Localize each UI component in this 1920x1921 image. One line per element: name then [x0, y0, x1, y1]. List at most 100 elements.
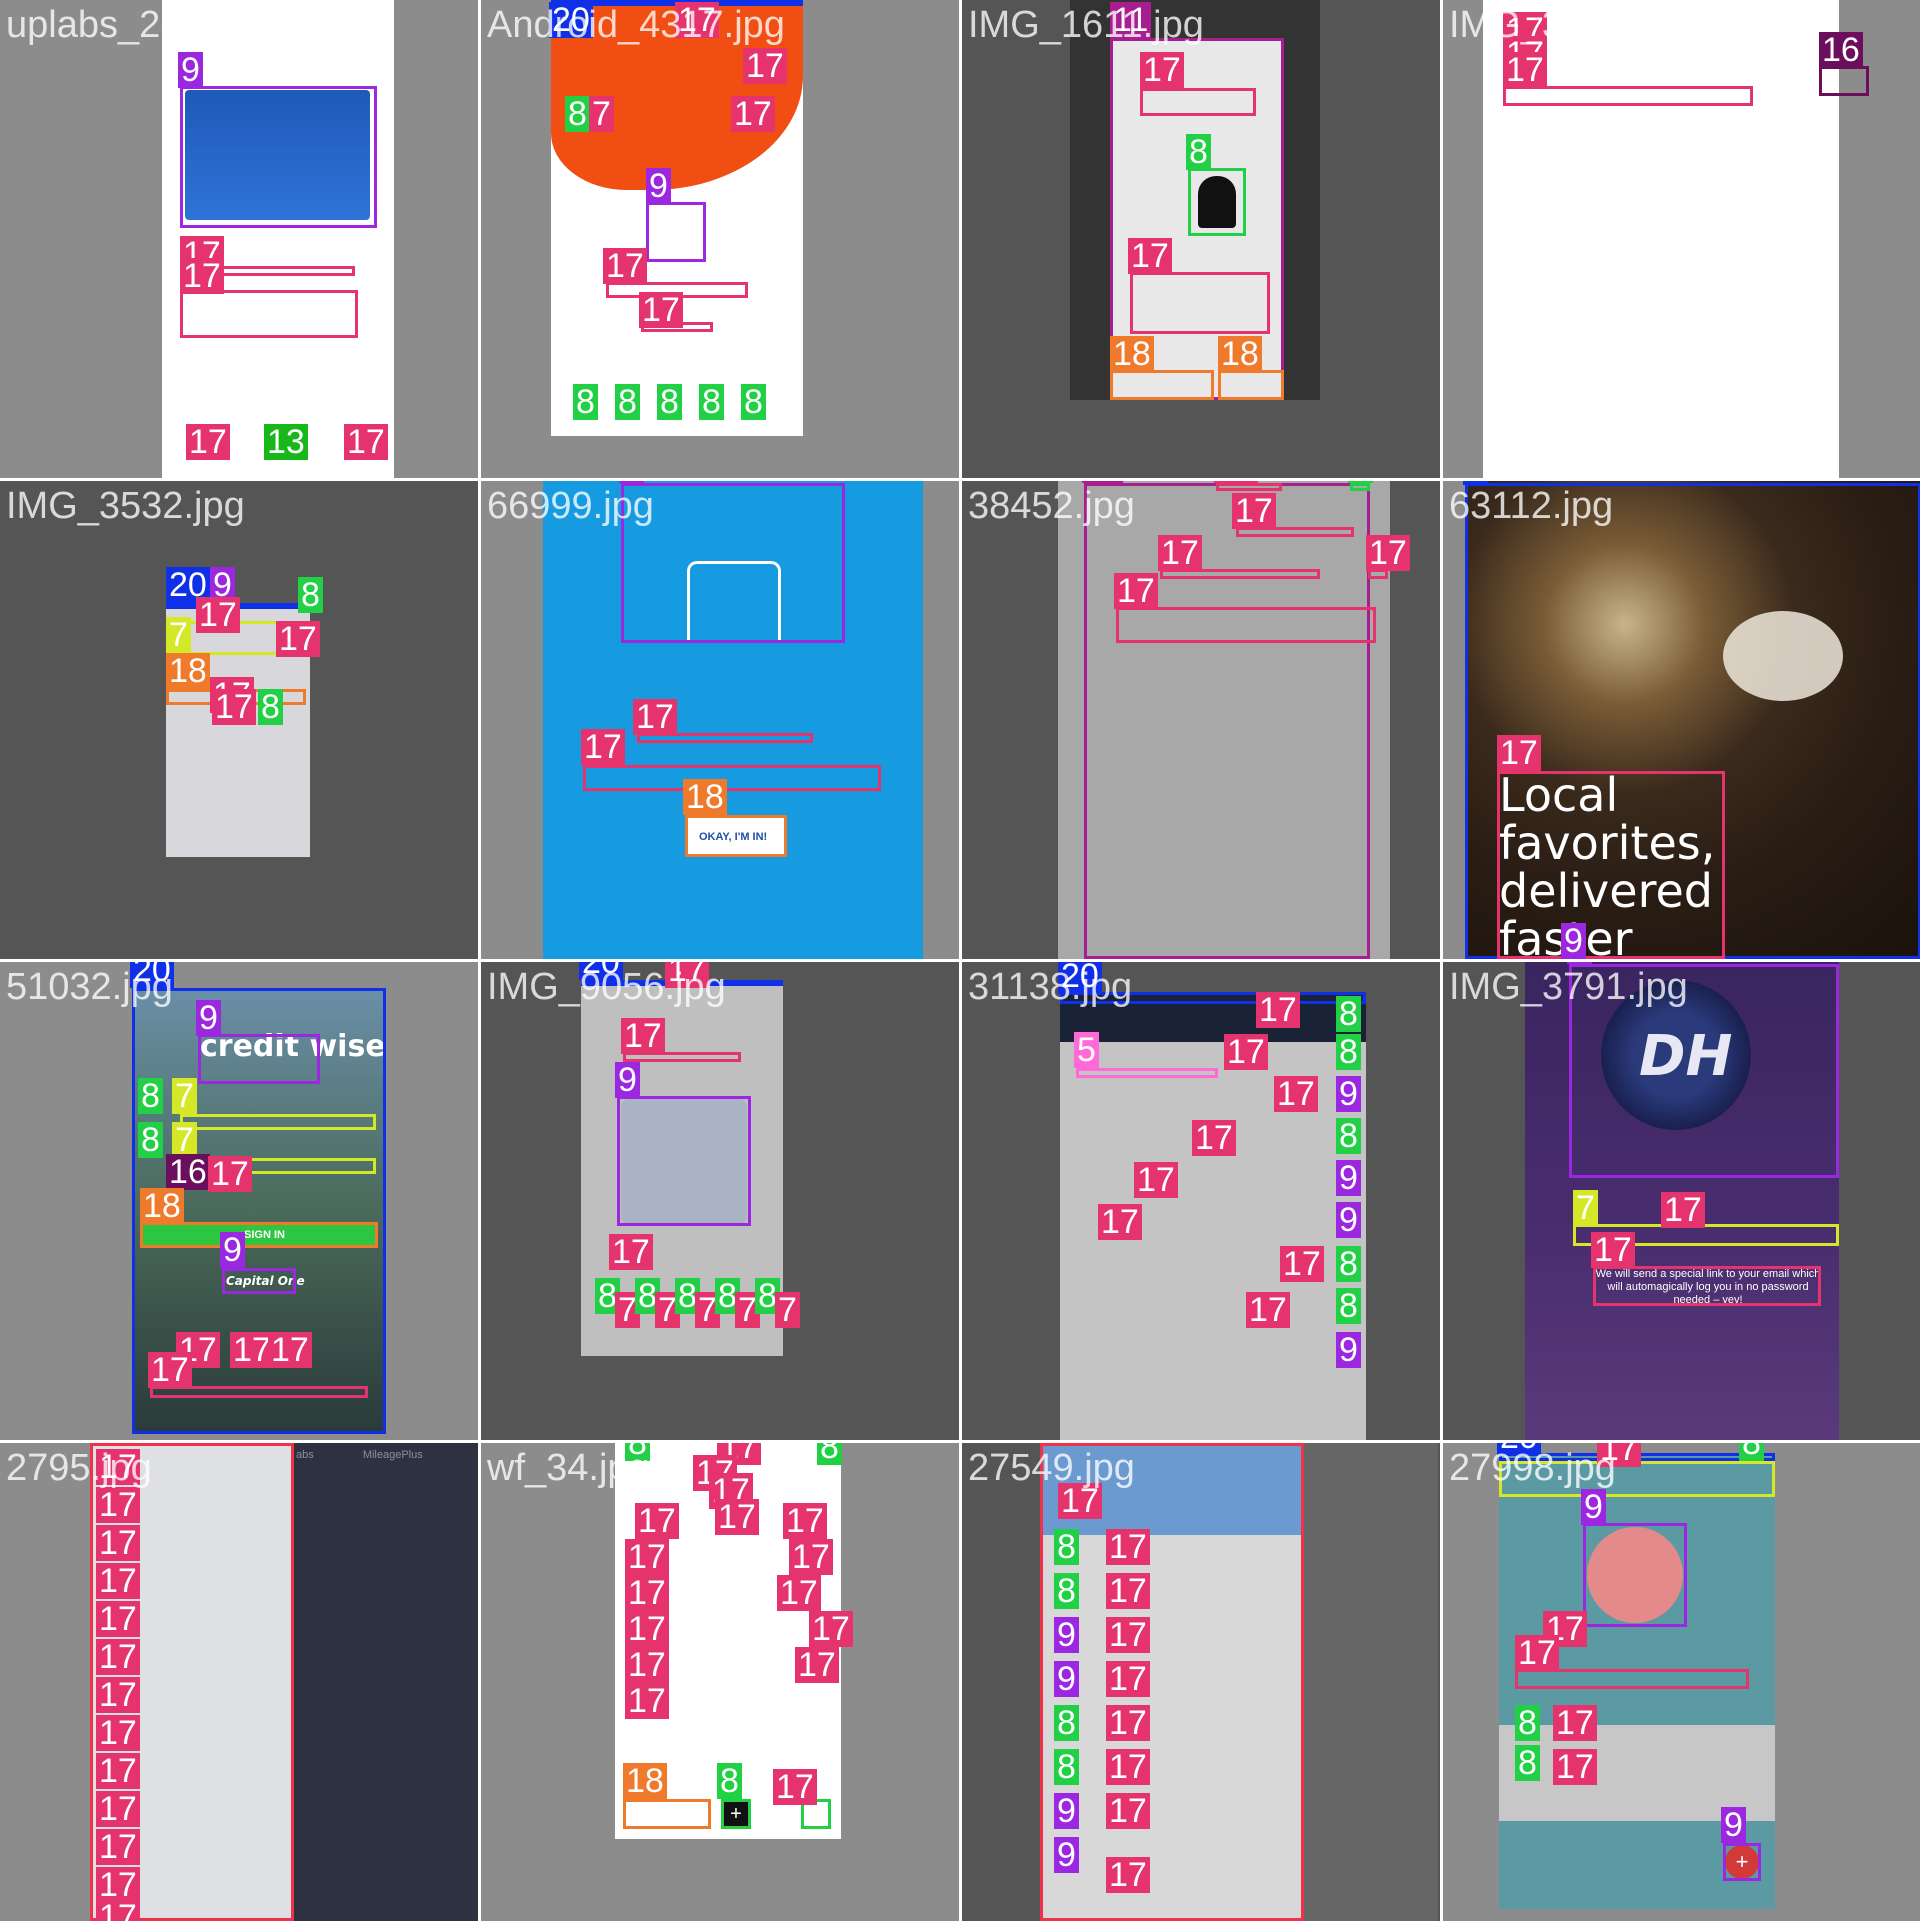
- grid-cell: 20 17 8 9 17 17 8 17 8 17 + 9 27998.jpg: [1443, 1443, 1920, 1921]
- class-label: 17: [731, 96, 775, 132]
- class-label: 8: [1336, 996, 1361, 1032]
- grid-cell: 17 17 17 16 IMG_3575.jpg: [1443, 0, 1920, 478]
- class-label: 17: [1106, 1617, 1150, 1653]
- class-label: 8: [625, 1443, 650, 1461]
- class-label: 17: [783, 1503, 827, 1539]
- grid-cell: 6 9 17 8 17 8 17 9 17 9 17 8 17 8 17 9 1…: [962, 1443, 1440, 1921]
- class-label: 17: [633, 699, 677, 735]
- class-label: 17: [715, 1499, 759, 1535]
- class-label: 17: [96, 1639, 140, 1675]
- class-label: 8: [1515, 1745, 1540, 1781]
- filename: Android_4317.jpg: [487, 4, 785, 46]
- class-label: 8: [1336, 1288, 1361, 1324]
- class-label: 8: [1054, 1573, 1079, 1609]
- class-label: 20: [579, 962, 623, 980]
- class-label: 17: [1274, 1076, 1318, 1112]
- class-label: 17: [148, 1352, 192, 1388]
- class-label: 0: [1463, 481, 1488, 485]
- grid-cell: 20 credit wise 9 8 7 8 7 16 17 SIGN IN 1…: [0, 962, 478, 1440]
- class-label: 9: [1721, 1807, 1746, 1843]
- class-label: 5: [1074, 1032, 1099, 1068]
- class-label: 17: [625, 1647, 669, 1683]
- class-label: 8: [565, 96, 590, 132]
- class-label: 8: [1054, 1705, 1079, 1741]
- class-label: 9: [1054, 1661, 1079, 1697]
- tab-strip: abs MileagePlus: [296, 1449, 476, 1463]
- grid-cell: DH 9 7 17 We will send a special link to…: [1443, 962, 1920, 1440]
- class-label: 9: [196, 1000, 221, 1036]
- class-label: 18: [1110, 336, 1154, 372]
- class-label: 9: [1336, 1160, 1361, 1196]
- class-label: 17: [1280, 1246, 1324, 1282]
- sign-in-button[interactable]: [142, 1224, 376, 1246]
- class-label: 17: [1192, 1120, 1236, 1156]
- class-label: 17: [186, 424, 230, 460]
- filename: IMG_3532.jpg: [6, 485, 245, 527]
- class-label: 17: [208, 1156, 252, 1192]
- class-label: 8: [1054, 1749, 1079, 1785]
- class-label: 17: [621, 1018, 665, 1054]
- class-label: 13: [264, 424, 308, 460]
- class-label: 17: [96, 1753, 140, 1789]
- class-label: 17: [276, 621, 320, 657]
- class-label: 9: [615, 1062, 640, 1098]
- class-label: 8: [1739, 1443, 1764, 1461]
- class-label: 17: [196, 597, 240, 633]
- grid-cell: 0 Local favorites, delivered faster 17 9…: [1443, 481, 1920, 959]
- filename: 51032.jpg: [6, 966, 173, 1008]
- class-label: 20: [1058, 962, 1102, 994]
- class-label: 17: [1106, 1573, 1150, 1609]
- class-label: 11: [1110, 2, 1152, 38]
- class-label: 17: [268, 1332, 312, 1368]
- class-label: 8: [298, 577, 323, 613]
- food-photo: [1465, 481, 1920, 959]
- grid-cell: 11 17 8 17 18 18 IMG_1611.jpg: [962, 0, 1440, 478]
- class-label: 16: [166, 1154, 210, 1190]
- class-label: 17: [1232, 493, 1276, 529]
- class-label: 17: [1256, 992, 1300, 1028]
- grid-cell: 11 17 8 17 17 17 17 38452.jpg: [962, 481, 1440, 959]
- class-label: 8: [817, 1443, 842, 1465]
- class-label: 17: [1106, 1529, 1150, 1565]
- class-label: 17: [625, 1539, 669, 1575]
- class-label: 17: [809, 1611, 853, 1647]
- tab-mileageplus[interactable]: MileagePlus: [362, 1449, 423, 1461]
- class-label: 17: [1058, 1483, 1102, 1519]
- class-label: 17: [1158, 535, 1202, 571]
- alarm-clock-icon: [1587, 1527, 1683, 1623]
- body-text: We will send a special link to your emai…: [1595, 1268, 1821, 1306]
- class-label: 17: [1515, 1635, 1559, 1671]
- sign-in-label: SIGN IN: [244, 1229, 285, 1241]
- tshirt-illustration: [621, 1098, 747, 1226]
- class-label: 8: [615, 384, 640, 420]
- add-button[interactable]: +: [723, 1801, 749, 1827]
- grid-cell: 20 17 17 9 17 8 7 8 7 8 7 8 7 8 7 IMG_90…: [481, 962, 959, 1440]
- filename: 27998.jpg: [1449, 1447, 1616, 1489]
- class-label: 20: [1497, 1443, 1541, 1455]
- bell-icon: [1198, 176, 1236, 228]
- class-label: 8: [717, 1763, 742, 1799]
- class-label: 20: [130, 962, 174, 988]
- phone-illustration: [687, 561, 781, 643]
- class-label: 20: [549, 2, 593, 38]
- okay-button[interactable]: [687, 817, 785, 855]
- tab-abs[interactable]: abs: [296, 1449, 314, 1461]
- class-label: 9: [1561, 923, 1586, 959]
- class-label: 7: [172, 1122, 197, 1158]
- class-label: 8: [138, 1122, 163, 1158]
- class-label: 18: [140, 1188, 184, 1224]
- class-label: 16: [1819, 32, 1863, 68]
- class-label: 17: [1553, 1749, 1597, 1785]
- class-label: 17: [1503, 52, 1547, 88]
- class-label: 17: [1106, 1661, 1150, 1697]
- class-label: 17: [609, 1234, 653, 1270]
- class-label: 9: [1336, 1332, 1361, 1368]
- class-label: 17: [1224, 1034, 1268, 1070]
- okay-button-label: OKAY, I'M IN!: [699, 831, 768, 843]
- class-label: 9: [178, 52, 203, 88]
- class-label: 8: [741, 384, 766, 420]
- class-label: 17: [1366, 535, 1410, 571]
- class-label: 9: [619, 481, 644, 483]
- class-label: 18: [1218, 336, 1262, 372]
- add-fab[interactable]: +: [1725, 1845, 1759, 1879]
